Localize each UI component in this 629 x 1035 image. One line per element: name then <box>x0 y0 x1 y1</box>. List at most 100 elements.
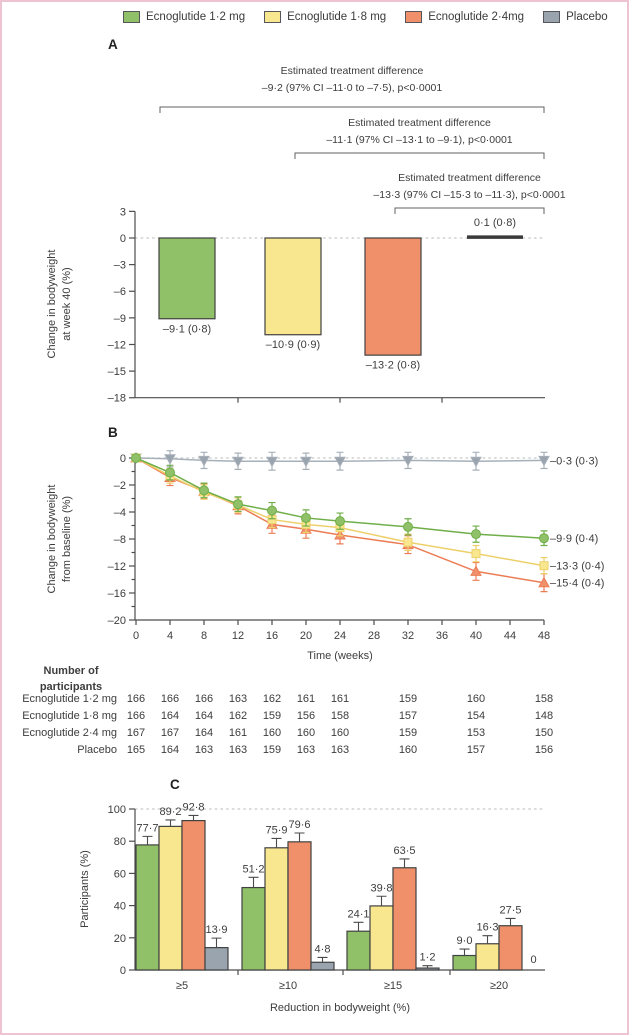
panel-a-bracket-0 <box>159 106 545 113</box>
participants-value: 164 <box>161 710 179 722</box>
panel-a-bar-1 <box>264 237 322 336</box>
panel-c-bar-g2-s0 <box>346 930 371 971</box>
panel-a-ytick-label: 0 <box>120 233 126 245</box>
panel-a-annotation-line2: –13·3 (97% CI –15·3 to –11·3), p<0·0001 <box>373 189 565 201</box>
panel-b-ytick-label: –2 <box>114 480 126 492</box>
panel-b-xtick-label: 32 <box>402 630 414 642</box>
panel-b-ylabel-line2: from baseline (%) <box>61 496 73 582</box>
participants-value: 163 <box>229 744 247 756</box>
participants-value: 154 <box>467 710 485 722</box>
panel-a-ytick-label: 3 <box>120 206 126 218</box>
panel-c-errorbar-g3-s1 <box>482 935 493 944</box>
panel-a-ytick-label: –9 <box>114 313 126 325</box>
participants-value: 158 <box>331 710 349 722</box>
panel-b-xtick-label: 36 <box>436 630 448 642</box>
panel-b-marker-s0-p0 <box>131 453 141 463</box>
participants-value: 156 <box>297 710 315 722</box>
panel-c-errorbar-g2-s1 <box>376 895 387 906</box>
panel-c-group-label: ≥10 <box>279 980 297 992</box>
participants-value: 160 <box>399 744 417 756</box>
participants-row-label: Ecnoglutide 1·2 mg <box>22 693 117 705</box>
panel-b-marker-s3-p8 <box>470 456 482 468</box>
panel-c-value-label: 1·2 <box>420 952 436 964</box>
panel-c-value-label: 16·3 <box>476 922 498 934</box>
participants-value: 161 <box>331 693 349 705</box>
panel-c-bar-g1-s2 <box>287 841 312 971</box>
panel-b-xtick-label: 0 <box>133 630 139 642</box>
panel-a-annotation-line1: Estimated treatment difference <box>398 172 541 184</box>
panel-c-xlabel: Reduction in bodyweight (%) <box>270 1002 410 1014</box>
participants-value: 160 <box>263 727 281 739</box>
legend-label: Ecnoglutide 2·4mg <box>428 11 525 23</box>
panel-b-ylabel-line1: Change in bodyweight <box>46 485 58 594</box>
participants-value: 157 <box>467 744 485 756</box>
panel-c-value-label: 24·1 <box>347 908 369 920</box>
panel-b-end-label-s2: –15·4 (0·4) <box>550 578 604 590</box>
panel-b-xtick-label: 24 <box>334 630 346 642</box>
panel-a-ylabel-line2: at week 40 (%) <box>61 267 73 340</box>
panel-b-ytick-label: –8 <box>114 534 126 546</box>
legend-label: Ecnoglutide 1·8 mg <box>287 11 387 23</box>
panel-a-annotation-line1: Estimated treatment difference <box>281 65 424 77</box>
panel-c-errorbar-g0-s0 <box>142 835 153 845</box>
legend-label: Ecnoglutide 1·2 mg <box>146 11 246 23</box>
participants-value: 166 <box>161 693 179 705</box>
panel-c-group-label: ≥5 <box>176 980 188 992</box>
panel-b-marker-s2-p8 <box>470 565 482 576</box>
panel-b-xtick-label: 40 <box>470 630 482 642</box>
participants-value: 167 <box>161 727 179 739</box>
participants-header-line2: participants <box>40 681 102 693</box>
panel-a-bracket-2 <box>394 207 545 214</box>
panel-c-bar-g2-s3 <box>415 967 440 971</box>
panel-b-line-series-0 <box>135 457 545 539</box>
participants-value: 160 <box>331 727 349 739</box>
panel-a-bar-2 <box>364 237 422 356</box>
participants-value: 148 <box>535 710 553 722</box>
panel-b-xtick-label: 8 <box>201 630 207 642</box>
panel-a-placebo-value-label: 0·1 (0·8) <box>474 217 516 229</box>
participants-row-label: Placebo <box>77 744 117 756</box>
participants-value: 159 <box>263 744 281 756</box>
panel-b-marker-s0-p5 <box>301 512 311 523</box>
panel-b-end-label-s0: –9·9 (0·4) <box>550 533 598 545</box>
panel-a-ytick-label: –3 <box>114 260 126 272</box>
participants-value: 150 <box>535 727 553 739</box>
panel-a-label: A <box>108 37 118 52</box>
panel-c-errorbar-g0-s1 <box>165 819 176 827</box>
panel-c-value-label: 39·8 <box>370 882 392 894</box>
panel-c-group-label: ≥15 <box>384 980 402 992</box>
panel-c-value-label: 92·8 <box>182 801 204 813</box>
legend-swatch-icon <box>264 11 282 23</box>
panel-b-marker-s3-p2 <box>198 455 210 467</box>
panel-a-bracket-1 <box>294 152 545 159</box>
panel-c-bar-g0-s2 <box>181 819 206 971</box>
panel-c-errorbar-g0-s2 <box>188 814 199 821</box>
participants-value: 159 <box>399 693 417 705</box>
panel-c-ytick-label: 20 <box>114 933 126 945</box>
panel-c-bar-g0-s1 <box>158 825 183 971</box>
legend-swatch-icon <box>405 11 423 23</box>
panel-c-value-label-zero: 0 <box>530 954 536 966</box>
panel-b-xtick-label: 4 <box>167 630 173 642</box>
participants-value: 153 <box>467 727 485 739</box>
legend: Ecnoglutide 1·2 mg Ecnoglutide 1·8 mg Ecno… <box>123 11 608 23</box>
panel-b-line-series-3 <box>135 457 545 462</box>
participants-value: 163 <box>229 693 247 705</box>
panel-c-bar-g3-s2 <box>498 925 523 971</box>
participants-value: 163 <box>195 744 213 756</box>
panel-c-group-label: ≥20 <box>490 980 508 992</box>
participants-value: 164 <box>161 744 179 756</box>
panel-c-errorbar-g0-s3 <box>211 937 222 948</box>
panel-b-marker-s3-p5 <box>300 456 312 468</box>
panel-b-marker-s1-p7 <box>403 537 413 547</box>
participants-value: 158 <box>535 693 553 705</box>
panel-b-xlabel: Time (weeks) <box>307 650 373 662</box>
panel-b-ytick-label: –16 <box>108 588 126 600</box>
panel-b-marker-s0-p4 <box>267 505 277 516</box>
panel-c-errorbar-g1-s3 <box>317 956 328 963</box>
panel-c-value-label: 89·2 <box>159 806 181 818</box>
panel-c-value-label: 77·7 <box>136 822 158 834</box>
panel-a-ytick-label: –18 <box>108 393 126 405</box>
